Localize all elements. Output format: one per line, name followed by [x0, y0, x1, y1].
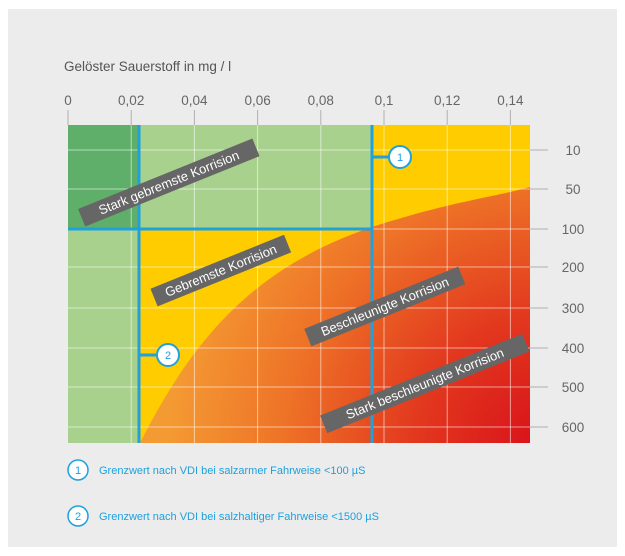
y-tick-label: 600 — [562, 420, 585, 435]
x-tick-label: 0,12 — [434, 93, 460, 108]
corrosion-chart: Gelöster Sauerstoff in mg / l 0 0,02 0,04 0… — [64, 59, 584, 527]
x-tick-label: 0,14 — [497, 93, 524, 108]
y-tick-label: 200 — [562, 260, 585, 275]
marker-2: 2 — [156, 343, 180, 367]
y-tick-label: 500 — [562, 380, 585, 395]
marker-1-number: 1 — [397, 152, 403, 164]
y-tick-label: 10 — [565, 143, 580, 158]
x-axis-title: Gelöster Sauerstoff in mg / l — [64, 59, 231, 74]
region-gebremst-left-strip — [68, 229, 139, 443]
legend-item-2-number: 2 — [75, 511, 81, 523]
marker-2-number: 2 — [165, 350, 171, 362]
legend-item-1: 1 Grenzwert nach VDI bei salzarmer Fahrw… — [67, 459, 365, 481]
chart-panel: Gelöster Sauerstoff in mg / l 0 0,02 0,04 0… — [8, 9, 617, 547]
legend-item-1-text: Grenzwert nach VDI bei salzarmer Fahrwei… — [99, 465, 365, 477]
legend-item-2-text: Grenzwert nach VDI bei salzhaltiger Fahr… — [99, 511, 379, 523]
y-tick-labels: 10 50 100 200 300 400 500 600 — [530, 143, 584, 435]
y-tick-label: 100 — [562, 222, 585, 237]
x-tick-label: 0,02 — [118, 93, 144, 108]
legend-item-2: 2 Grenzwert nach VDI bei salzhaltiger Fa… — [67, 505, 379, 527]
marker-1: 1 — [388, 145, 412, 169]
legend: 1 Grenzwert nach VDI bei salzarmer Fahrw… — [67, 459, 379, 527]
x-tick-label: 0,1 — [375, 93, 394, 108]
y-tick-label: 300 — [562, 301, 585, 316]
x-tick-label: 0,04 — [181, 93, 208, 108]
limit-lines — [68, 125, 389, 443]
x-tick-label: 0 — [64, 93, 72, 108]
x-tick-labels: 0 0,02 0,04 0,06 0,08 0,1 0,12 0,14 — [64, 93, 524, 125]
x-tick-label: 0,06 — [244, 93, 270, 108]
y-tick-label: 400 — [562, 341, 585, 356]
legend-item-1-number: 1 — [75, 465, 81, 477]
x-tick-label: 0,08 — [308, 93, 334, 108]
y-tick-label: 50 — [565, 182, 580, 197]
